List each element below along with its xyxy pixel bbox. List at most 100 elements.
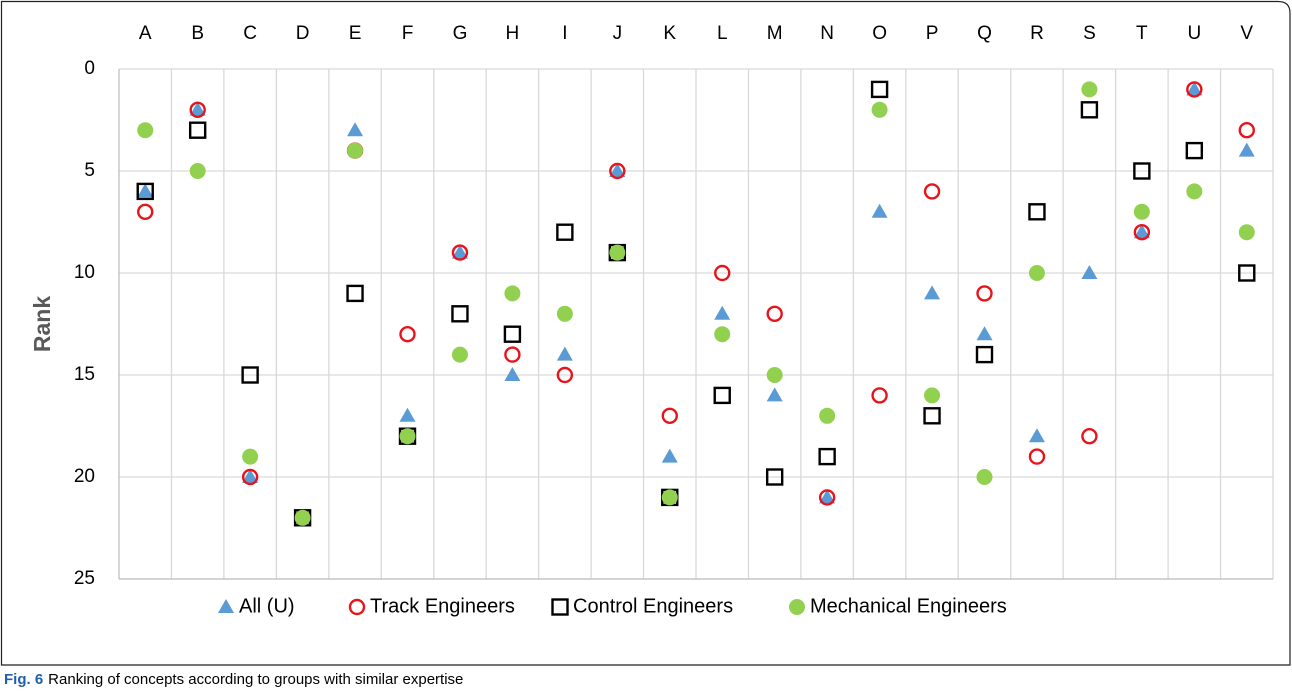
point [714, 326, 731, 343]
point [137, 203, 154, 221]
legend-label: Track Engineers [370, 595, 515, 617]
point [819, 407, 836, 424]
x-tick-label: O [872, 23, 887, 44]
point [242, 448, 259, 465]
point [1028, 428, 1045, 443]
point [1186, 183, 1203, 200]
point [451, 244, 469, 261]
legend-label: All (U) [239, 595, 295, 617]
point [556, 305, 573, 322]
x-tick-label: T [1136, 23, 1148, 44]
point [451, 244, 468, 259]
point [976, 326, 993, 341]
point [871, 387, 888, 404]
point [189, 163, 206, 179]
point [1081, 265, 1098, 279]
point [871, 101, 888, 118]
point [714, 305, 731, 320]
y-tick-label: 25 [74, 568, 95, 589]
point [1185, 141, 1204, 160]
point [1081, 428, 1098, 445]
point [765, 468, 784, 486]
point [924, 387, 941, 404]
point [451, 305, 469, 323]
x-tick-label: G [453, 23, 468, 44]
x-tick-label: U [1187, 23, 1201, 44]
point [399, 407, 416, 422]
point [1028, 203, 1046, 221]
point [766, 387, 783, 402]
point [609, 244, 626, 261]
x-tick-label: R [1030, 23, 1044, 44]
point [136, 182, 154, 201]
y-axis-label: Rank [29, 296, 55, 352]
x-tick-label: Q [977, 23, 992, 44]
point [346, 284, 364, 303]
point [713, 386, 731, 405]
point [661, 489, 678, 506]
point [189, 101, 206, 116]
point [818, 447, 836, 466]
point [1133, 223, 1151, 241]
point [819, 489, 836, 504]
x-tick-label: N [820, 23, 834, 44]
point [1238, 142, 1255, 157]
point [504, 346, 521, 363]
point [137, 122, 154, 139]
x-tick-label: D [296, 23, 310, 44]
frame [0, 0, 1291, 666]
x-tick-label: K [663, 23, 676, 44]
point [871, 203, 888, 218]
x-tick-label: S [1083, 23, 1096, 44]
x-tick-label: M [767, 23, 783, 44]
x-tick-label: J [613, 23, 623, 44]
point [1238, 121, 1255, 139]
point [976, 285, 993, 302]
legend-label: Control Engineers [573, 595, 733, 617]
x-tick-label: I [562, 23, 567, 44]
point [556, 223, 574, 241]
point [137, 183, 154, 198]
point [923, 183, 941, 200]
point [347, 142, 364, 159]
legend-label: Mechanical Engineers [810, 595, 1007, 617]
x-tick-label: P [926, 23, 939, 44]
point [1186, 81, 1203, 96]
point [923, 407, 941, 425]
point [976, 469, 993, 485]
y-tick-label: 5 [84, 160, 95, 181]
point [294, 509, 311, 526]
point [189, 101, 206, 119]
x-tick-label: A [139, 23, 152, 44]
point [1133, 203, 1150, 220]
point [766, 367, 783, 383]
legend-marker [551, 598, 569, 616]
point [661, 448, 678, 463]
point [188, 121, 207, 139]
point [1028, 448, 1046, 465]
point [609, 163, 626, 177]
point [1238, 224, 1255, 241]
y-tick-label: 20 [74, 466, 95, 487]
point [504, 285, 521, 302]
legend-marker [789, 599, 805, 615]
point [818, 489, 836, 506]
x-tick-label: H [506, 23, 520, 44]
point [1080, 101, 1099, 119]
point [556, 346, 573, 361]
point [714, 264, 731, 282]
legend-marker [218, 599, 234, 613]
x-tick-label: C [243, 23, 257, 44]
x-tick-label: L [717, 23, 728, 44]
caption: Fig. 6 Ranking of concepts according to g… [4, 671, 463, 688]
point [1133, 224, 1150, 239]
point [242, 469, 259, 483]
point [241, 468, 259, 486]
point [241, 366, 259, 384]
y-tick-label: 10 [74, 262, 95, 283]
point [1238, 264, 1256, 282]
point [399, 326, 416, 343]
point [975, 345, 994, 364]
x-tick-label: E [349, 23, 362, 44]
